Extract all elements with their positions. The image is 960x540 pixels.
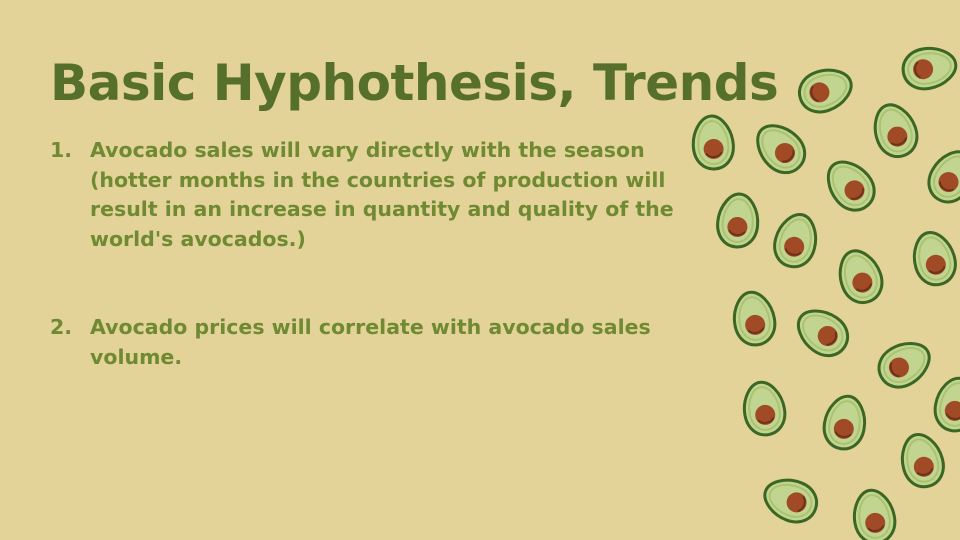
avocado-icon [738,377,790,440]
avocado-icon [865,97,925,164]
avocado-icon [906,226,960,291]
avocado-icon [787,299,858,366]
avocado-icon [830,243,890,310]
list-item-text: Avocado sales will vary directly with th… [90,138,674,251]
avocado-icon [870,332,940,397]
avocado-icon [816,150,885,221]
avocado-icon [689,112,737,173]
avocado-icon [898,42,960,94]
avocado-icon [792,60,859,120]
list-item-text: Avocado prices will correlate with avoca… [90,315,651,369]
avocado-icon [848,485,900,540]
avocado-icon [919,141,960,211]
avocado-icon [714,190,762,251]
avocado-icon [768,208,824,273]
list-item-number: 1. [50,138,73,162]
list-item: 1. Avocado sales will vary directly with… [50,136,710,254]
avocado-icon [757,470,824,530]
avocado-icon [819,391,871,454]
avocado-icon [745,113,815,183]
avocado-icon [728,287,780,350]
slide-title: Basic Hyphothesis, Trends [50,54,779,112]
list-item-number: 2. [50,315,73,339]
hypothesis-list: 1. Avocado sales will vary directly with… [50,136,710,372]
avocado-icon [894,428,950,493]
list-item: 2. Avocado prices will correlate with av… [50,313,710,372]
avocado-icon [930,373,960,436]
